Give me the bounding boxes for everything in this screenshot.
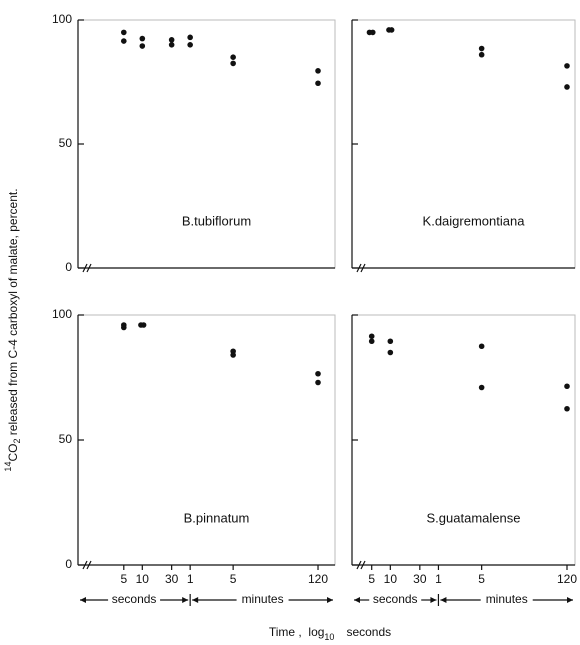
point (478, 384, 485, 391)
x-tick-label: 30 (165, 572, 179, 586)
point (168, 37, 175, 43)
y-tick-label: 100 (52, 307, 72, 321)
point (478, 343, 485, 350)
panel-title: K.daigremontiana (423, 213, 526, 228)
point (120, 324, 127, 331)
point (230, 352, 236, 358)
point (315, 370, 321, 377)
point (368, 333, 375, 340)
x-main: Time , log (269, 625, 325, 639)
point (564, 405, 570, 412)
y-tick-label: 50 (59, 136, 73, 150)
x-tick-label: 120 (308, 572, 328, 586)
y-sup: 14 (3, 462, 13, 472)
y-main: CO (6, 444, 20, 462)
point (120, 29, 127, 36)
point (564, 383, 570, 390)
axis-break (86, 263, 92, 273)
point (388, 27, 395, 33)
panel-frame (77, 19, 336, 269)
period-label: seconds (112, 592, 157, 606)
axis-break (356, 263, 362, 273)
point (478, 51, 485, 58)
axis-break (82, 263, 88, 273)
point (478, 45, 485, 52)
point (564, 63, 570, 69)
point (139, 43, 146, 49)
period-label: minutes (242, 592, 284, 606)
point (564, 84, 570, 90)
point (120, 38, 127, 44)
point (168, 42, 175, 48)
y-rest: released from C-4 carboxyl of malate, pe… (6, 188, 20, 438)
panel-title: S.guatamalense (427, 510, 521, 525)
point (368, 338, 375, 345)
x-tick-label: 5 (368, 572, 375, 586)
panel-title: B.tubiflorum (182, 213, 251, 228)
axis-break (360, 263, 366, 273)
y-axis-title-text: 14CO2 released from C-4 carboxyl of mala… (3, 188, 22, 471)
panel-frame (351, 19, 576, 269)
point (187, 34, 193, 41)
x-tick-label: 10 (136, 572, 150, 586)
point (187, 42, 193, 48)
x-axis-title: Time , log10 seconds (269, 625, 391, 642)
x-end: seconds (346, 625, 391, 639)
x-tick-label: 1 (187, 572, 194, 586)
y-sub: 2 (12, 439, 22, 444)
point (387, 338, 394, 345)
y-tick-label: 50 (59, 432, 73, 446)
x-tick-label: 5 (230, 572, 237, 586)
x-tick-label: 1 (435, 572, 442, 586)
axis-break (360, 560, 366, 570)
point (387, 349, 394, 356)
x-tick-label: 5 (120, 572, 127, 586)
panel-frame (351, 314, 576, 566)
axis-break (82, 560, 88, 570)
x-tick-label: 5 (478, 572, 485, 586)
y-tick-label: 0 (65, 260, 72, 274)
x-tick-label: 120 (557, 572, 577, 586)
y-axis-title: 14CO2 released from C-4 carboxyl of mala… (3, 188, 22, 471)
point (139, 35, 146, 42)
point (230, 54, 236, 60)
point (315, 80, 321, 87)
panel-title: B.pinnatum (184, 510, 250, 525)
period-label: seconds (373, 592, 418, 606)
x-tick-label: 30 (413, 572, 427, 586)
x-tick-label: 10 (384, 572, 398, 586)
point (315, 379, 321, 386)
axis-break (86, 560, 92, 570)
point (369, 29, 376, 36)
y-tick-label: 100 (52, 12, 72, 26)
y-tick-label: 0 (65, 557, 72, 571)
point (230, 60, 236, 67)
x-sub: 10 (324, 632, 334, 642)
point (140, 322, 147, 328)
point (315, 68, 321, 74)
panel-frame (77, 314, 336, 566)
axis-break (356, 560, 362, 570)
period-label: minutes (486, 592, 528, 606)
